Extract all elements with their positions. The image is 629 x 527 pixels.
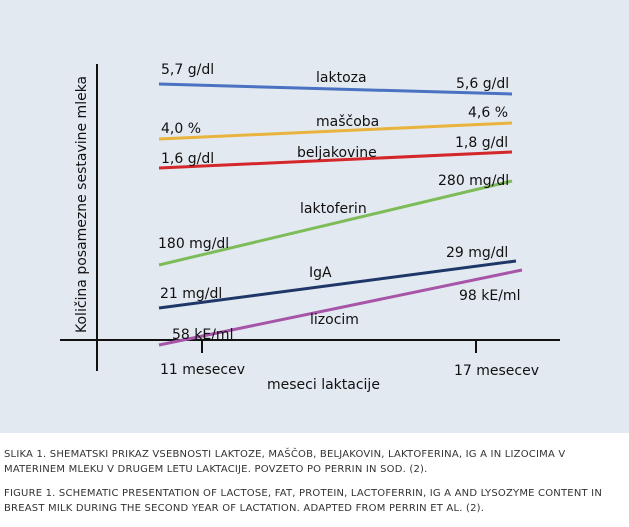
series-name-label-iga: IgA (309, 265, 332, 281)
series-name-label-laktoza: laktoza (316, 70, 367, 86)
series-start-label-maoba: 4,0 % (161, 121, 201, 137)
series-start-label-iga: 21 mg/dl (160, 286, 222, 302)
figure-caption-english: FIGURE 1. SCHEMATIC PRESENTATION OF LACT… (4, 488, 603, 514)
x-tick-label-2: 17 mesecev (454, 363, 539, 379)
figure-caption-slovene: SLIKA 1. SHEMATSKI PRIKAZ VSEBNOSTI LAKT… (4, 449, 566, 475)
series-name-label-maoba: maščoba (316, 114, 379, 130)
chart-svg: 11 mesecev 17 mesecev meseci laktacije K… (60, 62, 560, 393)
series-line-iga (158, 259, 517, 310)
series-start-label-lizocim: 58 kE/ml (172, 327, 233, 343)
series-end-label-maoba: 4,6 % (468, 105, 508, 121)
y-axis-title: Količina posamezne sestavine mleka (74, 76, 90, 333)
series-end-label-lizocim: 98 kE/ml (459, 288, 520, 304)
series-name-label-lizocim: lizocim (310, 312, 359, 328)
series-line-laktoferin (158, 179, 513, 267)
x-tick-label-1: 11 mesecev (160, 362, 245, 378)
series-end-label-iga: 29 mg/dl (446, 245, 508, 261)
series-line-lizocim (158, 268, 523, 347)
series-line-beljakovine (158, 150, 513, 170)
series-group: 5,7 g/dl 5,6 g/dl laktoza 4,0 % 4,6 % maščoba… (158, 62, 523, 347)
series-name-label-laktoferin: laktoferin (300, 201, 367, 217)
series-start-label-laktoza: 5,7 g/dl (161, 62, 214, 78)
series-start-label-laktoferin: 180 mg/dl (158, 236, 229, 252)
series-line-maoba (158, 121, 513, 141)
series-end-label-laktoferin: 280 mg/dl (438, 173, 509, 189)
x-axis-title: meseci laktacije (267, 377, 380, 393)
chart-panel: 11 mesecev 17 mesecev meseci laktacije K… (0, 0, 629, 433)
series-start-label-beljakovine: 1,6 g/dl (161, 151, 214, 167)
series-line-laktoza (158, 82, 513, 96)
series-name-label-beljakovine: beljakovine (297, 145, 377, 161)
series-end-label-laktoza: 5,6 g/dl (456, 76, 509, 92)
series-end-label-beljakovine: 1,8 g/dl (455, 135, 508, 151)
